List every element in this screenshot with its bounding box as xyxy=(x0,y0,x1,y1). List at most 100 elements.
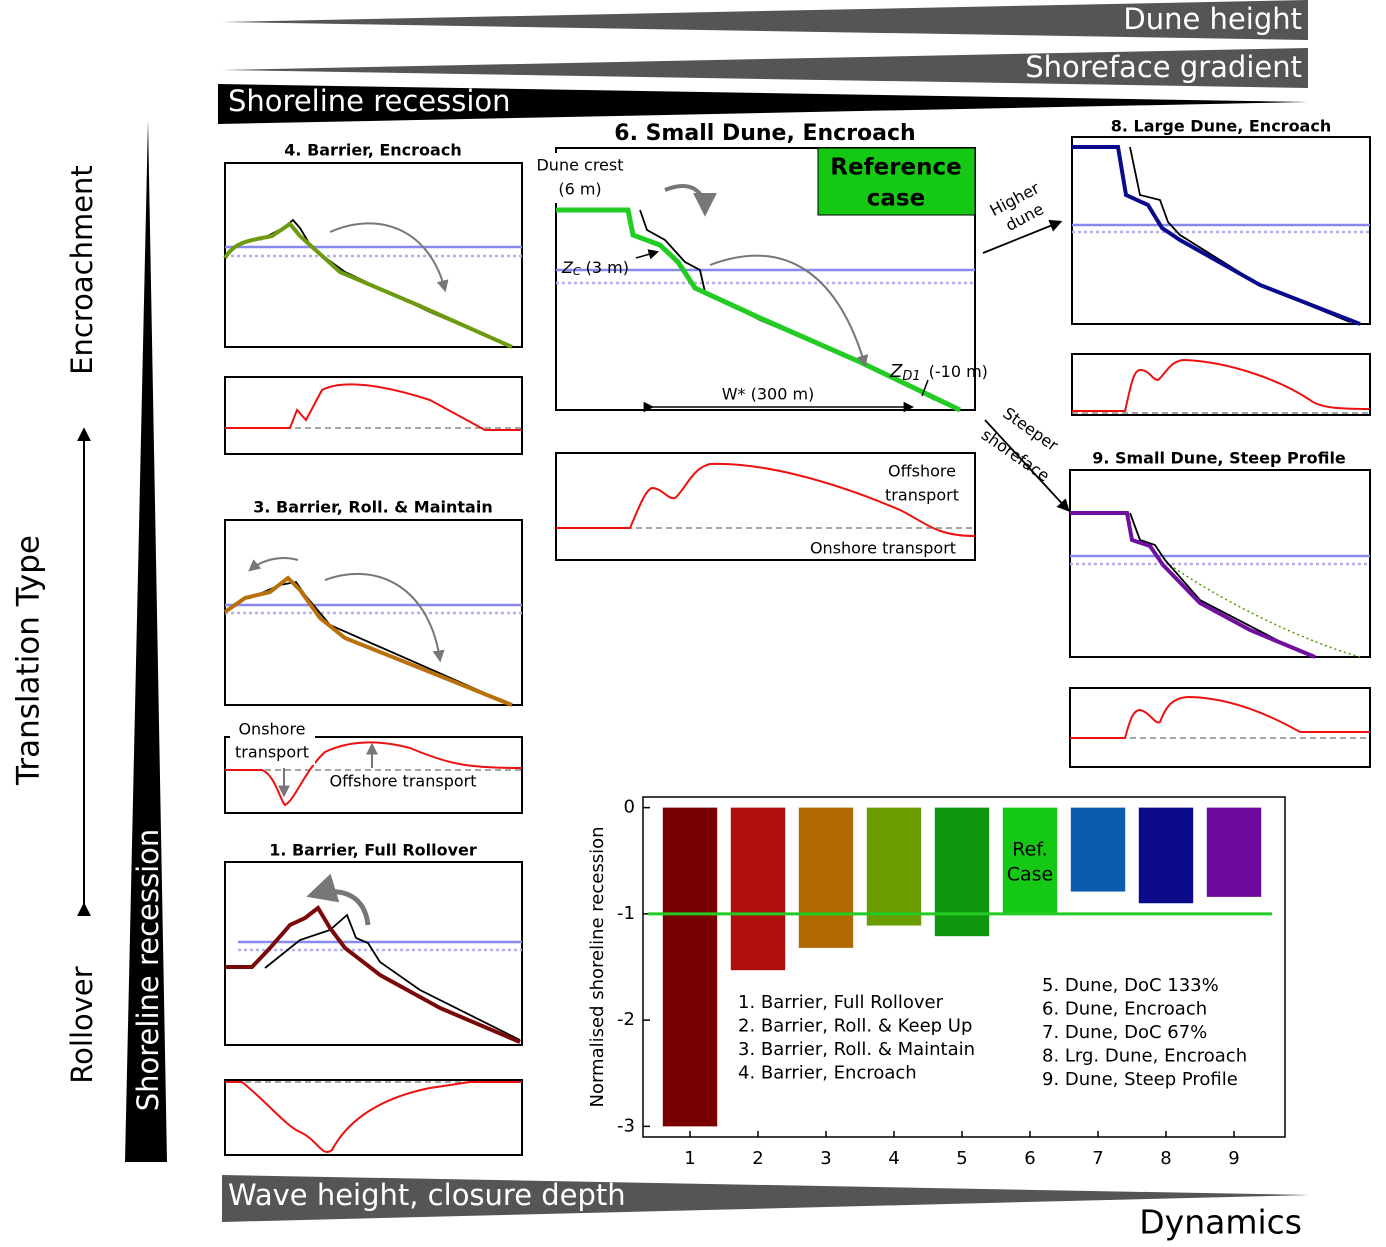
annotation: Offshore xyxy=(888,462,956,481)
profile xyxy=(1072,145,1361,326)
x-tick-label: 8 xyxy=(1160,1148,1171,1169)
panel-title: 3. Barrier, Roll. & Maintain xyxy=(253,498,492,517)
bar xyxy=(1070,807,1126,892)
arrow xyxy=(248,557,299,572)
annotation: Dune crest xyxy=(536,156,623,175)
arrow xyxy=(984,419,1070,512)
panel-title: 1. Barrier, Full Rollover xyxy=(269,841,477,860)
label-bg xyxy=(712,384,824,406)
wedge-label: Shoreline recession xyxy=(228,84,511,118)
profile xyxy=(556,207,962,413)
y-tick-label: -3 xyxy=(617,1115,635,1136)
arrow xyxy=(709,254,869,368)
transport xyxy=(556,462,976,537)
legend-text: 2. Barrier, Roll. & Keep Up xyxy=(738,1016,972,1037)
legend-text: 3. Barrier, Roll. & Maintain xyxy=(738,1039,975,1060)
transport xyxy=(225,383,522,431)
annotation: ZC (3 m) xyxy=(561,258,629,279)
panel-title: 6. Small Dune, Encroach xyxy=(614,121,915,146)
arrow xyxy=(329,222,449,293)
panel xyxy=(224,1079,523,1156)
profile xyxy=(223,575,513,707)
x-tick-label: 5 xyxy=(956,1148,967,1169)
bar xyxy=(730,807,786,971)
arrow xyxy=(324,572,445,663)
y-axis-label: Normalised shoreline recession xyxy=(587,826,608,1107)
bar xyxy=(798,807,854,948)
legend-text: 7. Dune, DoC 67% xyxy=(1042,1022,1207,1043)
axis-label: Rollover xyxy=(65,966,99,1083)
x-tick-label: 3 xyxy=(820,1148,831,1169)
axis-label: Dynamics xyxy=(1139,1203,1302,1242)
bar-annotation: Case xyxy=(1007,864,1054,886)
profile xyxy=(1129,512,1301,653)
annotation: transport xyxy=(885,486,959,505)
arrow xyxy=(664,184,717,217)
profile xyxy=(225,905,521,1044)
pointer xyxy=(635,249,660,260)
axis-label: Translation Type xyxy=(11,535,47,786)
profile xyxy=(264,913,521,1041)
legend-text: 8. Lrg. Dune, Encroach xyxy=(1042,1046,1247,1067)
annotation: case xyxy=(867,186,925,212)
bar xyxy=(1138,807,1194,904)
panel xyxy=(224,376,523,455)
wedge-label: Shoreface gradient xyxy=(1025,50,1302,84)
wedge-label: Wave height, closure depth xyxy=(228,1178,626,1212)
profile xyxy=(223,221,513,349)
wedge xyxy=(222,0,1308,40)
x-tick-label: 6 xyxy=(1024,1148,1035,1169)
bar-chart: -3 -2 -1 0 1 2 3 4 5 6 7 8 9 Ref. Case 1. Barrier, Full… xyxy=(617,797,1272,1169)
bar xyxy=(934,807,990,937)
bar xyxy=(1002,807,1058,914)
wedge-label: Shoreline recession xyxy=(131,829,165,1112)
panel xyxy=(224,861,523,1046)
bar xyxy=(1206,807,1262,897)
axis-label: Encroachment xyxy=(65,165,99,375)
bar xyxy=(866,807,922,926)
panel-title: 4. Barrier, Encroach xyxy=(284,141,461,160)
annotation: ZD1 (-10 m) xyxy=(889,361,988,384)
reference-box xyxy=(817,147,976,216)
panel-title: 9. Small Dune, Steep Profile xyxy=(1092,449,1346,468)
transport xyxy=(1072,358,1371,412)
annotation: Onshore xyxy=(238,720,305,739)
annotation: Onshore transport xyxy=(810,539,956,558)
x-tick-label: 4 xyxy=(888,1148,899,1169)
bar-annotation: Ref. xyxy=(1012,839,1047,861)
annotation: transport xyxy=(235,743,309,762)
annotation: Offshore transport xyxy=(330,772,477,791)
bar xyxy=(662,807,718,1127)
panel xyxy=(555,452,976,561)
wedge xyxy=(222,48,1308,88)
x-tick-label: 2 xyxy=(752,1148,763,1169)
y-tick-label: 0 xyxy=(624,797,635,818)
panel-title: 8. Large Dune, Encroach xyxy=(1111,117,1331,136)
x-tick-label: 7 xyxy=(1092,1148,1103,1169)
x-tick-label: 1 xyxy=(684,1148,695,1169)
arrow xyxy=(982,219,1063,254)
transport xyxy=(225,1081,522,1153)
reference-profile xyxy=(1169,564,1361,658)
legend-text: 4. Barrier, Encroach xyxy=(738,1063,917,1084)
wedge xyxy=(222,1175,1310,1222)
x-tick-label: 9 xyxy=(1228,1148,1239,1169)
profile xyxy=(1070,511,1316,659)
label-bg xyxy=(528,153,633,203)
wedge xyxy=(125,120,167,1162)
y-tick-label: -2 xyxy=(617,1009,635,1030)
legend-text: 9. Dune, Steep Profile xyxy=(1042,1069,1238,1090)
legend-text: 6. Dune, Encroach xyxy=(1042,999,1207,1020)
legend-text: 5. Dune, DoC 133% xyxy=(1042,975,1219,996)
wedge xyxy=(218,84,1308,124)
pointer xyxy=(921,379,929,397)
transport xyxy=(1070,695,1370,739)
annotation: (6 m) xyxy=(558,180,601,199)
y-tick-label: -1 xyxy=(617,903,635,924)
annotation: W* (300 m) xyxy=(722,385,815,404)
panel xyxy=(1071,136,1371,325)
arrow xyxy=(306,873,371,926)
wedge-label: Dune height xyxy=(1123,2,1302,36)
label-bg xyxy=(230,720,315,765)
